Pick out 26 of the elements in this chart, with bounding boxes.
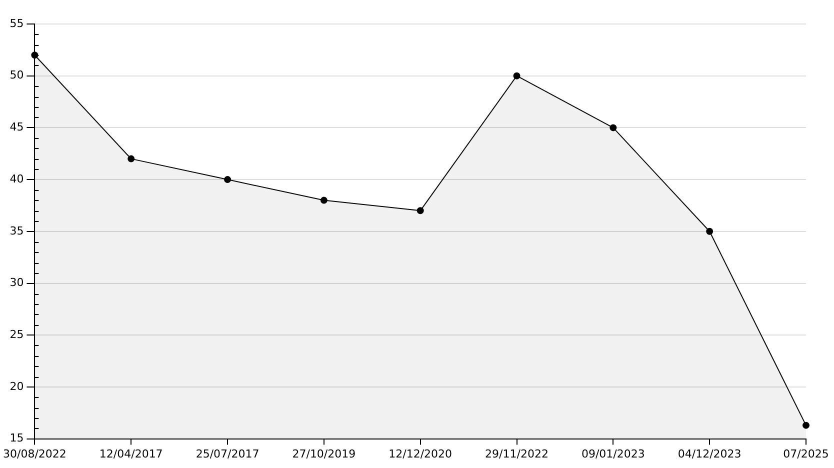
point — [513, 72, 520, 80]
point — [320, 196, 328, 204]
point — [128, 155, 135, 162]
x-tick-label: 30/08/2022 — [2, 447, 66, 460]
point — [802, 422, 810, 429]
x-tick-label: 07/2025 — [783, 447, 829, 460]
y-tick-label: 45 — [10, 120, 24, 134]
y-tick-label: 20 — [10, 380, 24, 393]
y-tick-label: 15 — [10, 432, 24, 445]
x-tick-label: 29/11/2022 — [485, 447, 548, 460]
x-tick-label: 12/12/2020 — [388, 447, 452, 460]
y-tick-label: 50 — [10, 68, 24, 82]
y-tick-label: 40 — [10, 172, 24, 186]
y-tick-label: 35 — [10, 224, 24, 238]
x-tick-label: 12/04/2017 — [99, 447, 163, 460]
point — [416, 207, 424, 214]
y-tick-label: 25 — [10, 328, 24, 341]
x-tick-label: 09/01/2023 — [581, 447, 645, 460]
x-tick-label: 27/10/2019 — [292, 447, 356, 460]
point — [706, 228, 714, 235]
point — [610, 124, 617, 132]
y-tick-label: 30 — [10, 276, 24, 290]
x-tick-label: 25/07/2017 — [196, 447, 260, 460]
x-tick-label: 04/12/2023 — [678, 447, 742, 460]
point — [224, 176, 232, 184]
y-tick-label: 55 — [10, 16, 24, 30]
